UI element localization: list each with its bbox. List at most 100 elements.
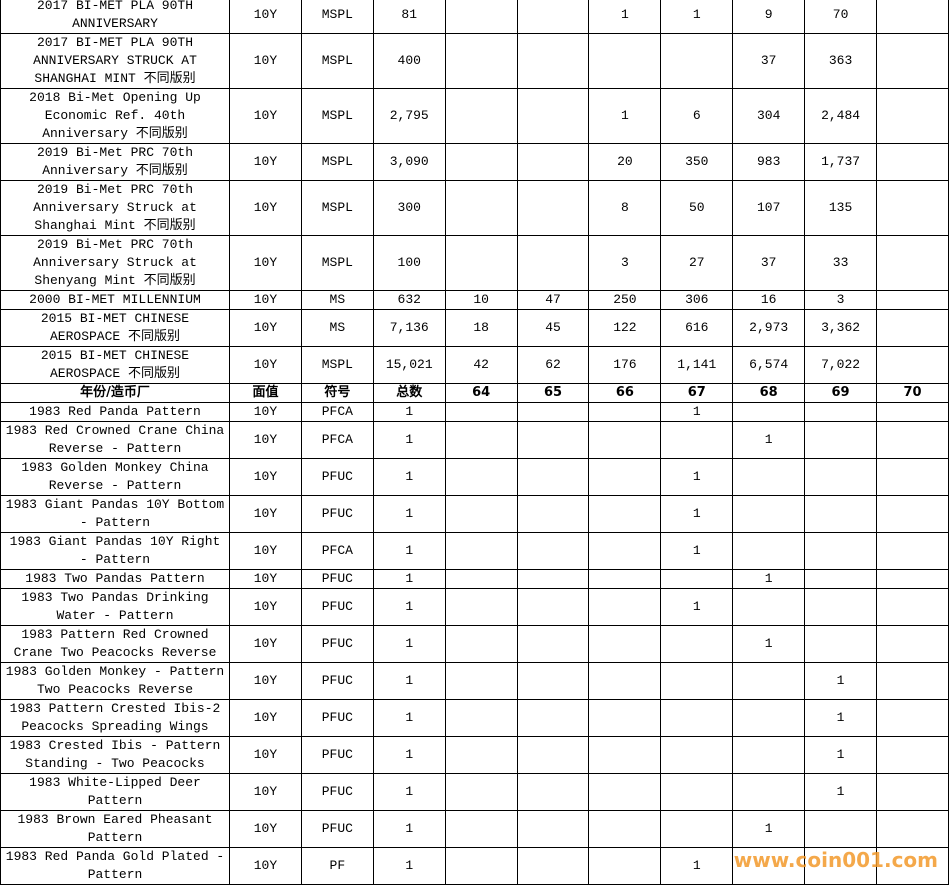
cell: 8: [588, 180, 662, 236]
cell: [876, 588, 949, 626]
cell: [876, 495, 949, 533]
cell: PFCA: [300, 402, 374, 422]
cell: [588, 33, 662, 89]
cell: 10Y: [229, 662, 302, 700]
cell: PFUC: [300, 736, 374, 774]
cell: 81: [372, 0, 446, 34]
cell: 1: [372, 421, 446, 459]
cell: 1983 Golden Monkey China Reverse - Patte…: [0, 458, 230, 496]
cell: [732, 773, 806, 811]
cell: MSPL: [300, 33, 374, 89]
cell: 1: [372, 736, 446, 774]
cell: 306: [660, 290, 734, 310]
cell: [516, 625, 590, 663]
cell: [516, 235, 590, 291]
cell: [732, 662, 806, 700]
cell: 1: [660, 495, 734, 533]
cell: 68: [732, 383, 806, 403]
cell: 176: [588, 346, 662, 384]
cell: [588, 458, 662, 496]
cell: PFUC: [300, 588, 374, 626]
cell: MS: [300, 309, 374, 347]
cell: MS: [300, 290, 374, 310]
cell: PFUC: [300, 458, 374, 496]
cell: 2,484: [804, 88, 878, 144]
cell: 66: [588, 383, 662, 403]
cell: 33: [804, 235, 878, 291]
table-row: 2015 BI-MET CHINESE AEROSPACE 不同版别 10Y MS 7…: [0, 309, 949, 347]
cell: MSPL: [300, 0, 374, 34]
table-row: 1983 Red Crowned Crane China Reverse - P…: [0, 421, 949, 459]
cell: [444, 421, 518, 459]
cell: [732, 736, 806, 774]
cell: [444, 699, 518, 737]
cell: 10Y: [229, 699, 302, 737]
cell: [876, 421, 949, 459]
cell: 10Y: [229, 88, 302, 144]
header-row: 年份/造币厂 面值 符号 总数 64 65 66 67 68 69 70: [0, 383, 949, 403]
cell: 64: [444, 383, 518, 403]
watermark: www.coin001.com: [733, 848, 938, 872]
cell: [444, 402, 518, 422]
cell: 1: [804, 773, 878, 811]
cell: [876, 773, 949, 811]
cell: [588, 625, 662, 663]
table-row: 2017 BI-MET PLA 90TH ANNIVERSARY STRUCK …: [0, 33, 949, 89]
cell: [444, 588, 518, 626]
cell: 1983 Two Pandas Drinking Water - Pattern: [0, 588, 230, 626]
cell: 1983 Red Panda Pattern: [0, 402, 230, 422]
cell: [516, 143, 590, 181]
cell: [588, 847, 662, 885]
cell: [444, 235, 518, 291]
cell: 1983 Giant Pandas 10Y Right - Pattern: [0, 532, 230, 570]
cell: [444, 569, 518, 589]
cell: 1: [660, 532, 734, 570]
cell: [516, 402, 590, 422]
cell: 6,574: [732, 346, 806, 384]
cell: 1: [804, 662, 878, 700]
cell: 983: [732, 143, 806, 181]
cell: 616: [660, 309, 734, 347]
cell: [876, 143, 949, 181]
cell: [444, 180, 518, 236]
cell: 2018 Bi-Met Opening Up Economic Ref. 40t…: [0, 88, 230, 144]
cell: 1: [372, 699, 446, 737]
cell: [732, 699, 806, 737]
cell: 304: [732, 88, 806, 144]
cell: 16: [732, 290, 806, 310]
cell: 总数: [372, 383, 446, 403]
cell: [876, 33, 949, 89]
cell: 10Y: [229, 458, 302, 496]
cell: 7,022: [804, 346, 878, 384]
cell: 1: [372, 458, 446, 496]
cell: 1: [804, 736, 878, 774]
cell: [516, 532, 590, 570]
cell: [588, 662, 662, 700]
cell: 1: [588, 88, 662, 144]
cell: 1: [660, 458, 734, 496]
cell: 面值: [229, 383, 302, 403]
cell: [444, 33, 518, 89]
table-row: 1983 Giant Pandas 10Y Bottom - Pattern 10…: [0, 495, 949, 533]
cell: [876, 532, 949, 570]
cell: [876, 736, 949, 774]
cell: 3: [804, 290, 878, 310]
cell: MSPL: [300, 346, 374, 384]
cell: 632: [372, 290, 446, 310]
cell: 10Y: [229, 33, 302, 89]
cell: [444, 88, 518, 144]
cell: [588, 699, 662, 737]
table-row: 1983 Golden Monkey - Pattern Two Peacock…: [0, 662, 949, 700]
cell: 42: [444, 346, 518, 384]
cell: [516, 88, 590, 144]
cell: PFUC: [300, 773, 374, 811]
cell: 10Y: [229, 290, 302, 310]
cell: 1: [372, 625, 446, 663]
cell: [804, 458, 878, 496]
cell: 1983 Pattern Red Crowned Crane Two Peaco…: [0, 625, 230, 663]
cell: 1983 Crested Ibis - Pattern Standing - T…: [0, 736, 230, 774]
cell: 15,021: [372, 346, 446, 384]
cell: 年份/造币厂: [0, 383, 230, 403]
